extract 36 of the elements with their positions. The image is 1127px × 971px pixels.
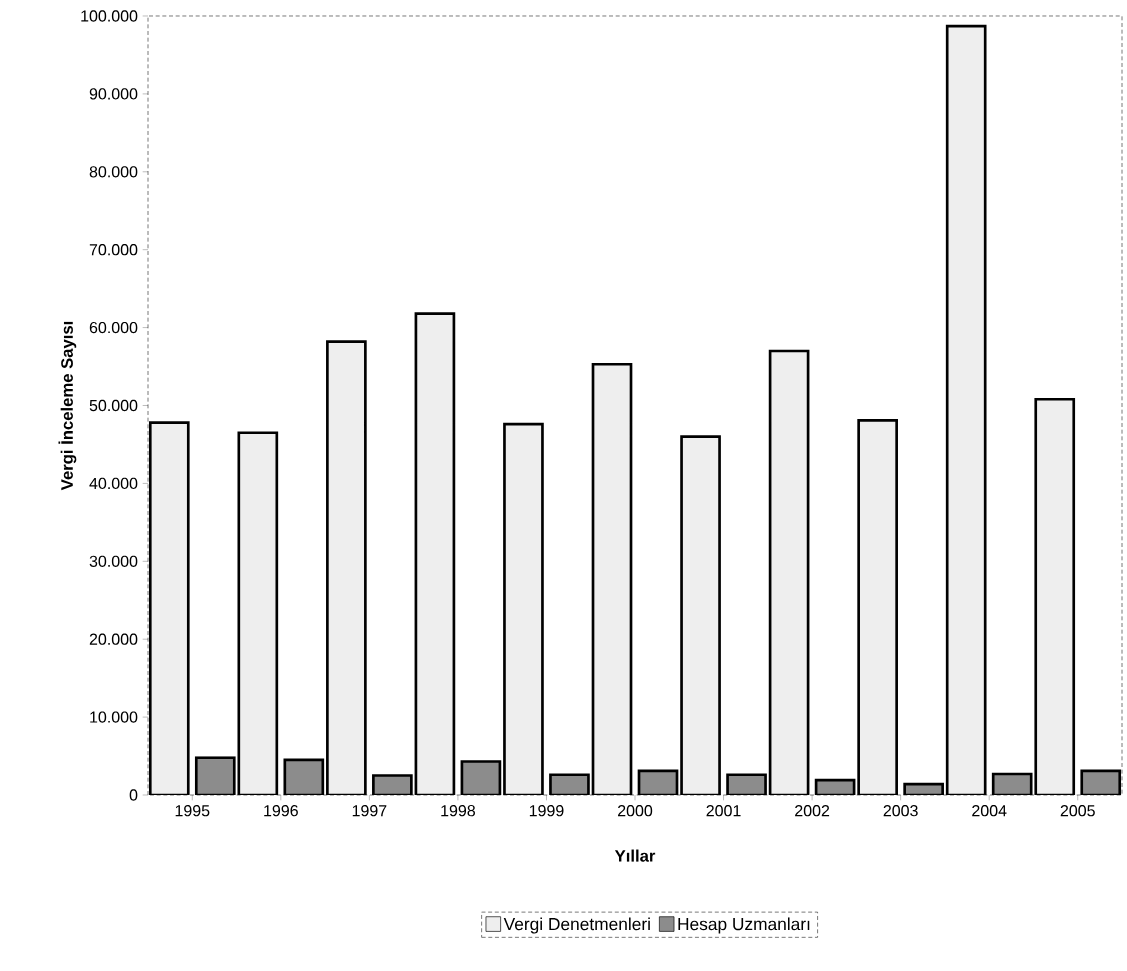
y-tick-label: 0 [129, 789, 138, 801]
bar [947, 26, 986, 795]
y-tick-label: 80.000 [89, 166, 138, 178]
bar [415, 313, 454, 795]
bar [770, 350, 809, 795]
bar [327, 341, 366, 795]
y-tick-label: 90.000 [89, 88, 138, 100]
bar [504, 424, 543, 795]
y-tick-label: 60.000 [89, 321, 138, 334]
x-tick-label: 2004 [972, 805, 1007, 817]
legend-label: Hesap Uzmanları [678, 917, 810, 934]
x-tick-label: 2002 [795, 805, 830, 817]
y-axis-title: Vergi İnceleme Sayısı [58, 321, 77, 491]
x-tick-label: 1997 [352, 805, 387, 817]
bar [858, 420, 897, 795]
y-tick-label: 70.000 [89, 244, 138, 256]
bar [238, 432, 277, 795]
y-tick-label: 20.000 [89, 633, 138, 645]
x-axis-title: Yıllar [614, 849, 656, 862]
bar [681, 436, 720, 795]
legend-label: Vergi Denetmenleri [503, 917, 650, 934]
x-tick-label: 1996 [264, 805, 298, 817]
y-tick-label: 10.000 [90, 711, 138, 723]
x-tick-label: 1995 [175, 805, 210, 817]
x-tick-label: 2005 [1060, 805, 1095, 817]
y-tick-label: 40.000 [89, 477, 138, 490]
x-tick-label: 2000 [618, 805, 653, 817]
y-tick-label: 30.000 [89, 555, 138, 567]
y-tick-label: 100.000 [81, 10, 138, 22]
bar [593, 364, 632, 795]
x-tick-label: 2001 [706, 805, 741, 817]
x-tick-label: 2003 [883, 805, 918, 817]
bar [150, 422, 189, 795]
x-tick-label: 1999 [529, 805, 564, 817]
y-tick-label: 50.000 [89, 399, 138, 412]
x-tick-label: 1998 [441, 805, 475, 817]
